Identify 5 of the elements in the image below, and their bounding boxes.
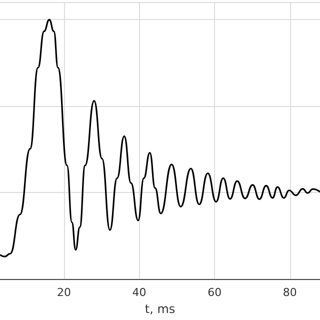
x-tick-label: 20 [57, 286, 71, 300]
x-axis-title: t, ms [144, 302, 176, 316]
x-tick-label: 60 [208, 286, 222, 300]
x-tick-label: 80 [282, 286, 297, 300]
x-tick-label: 40 [132, 286, 146, 300]
